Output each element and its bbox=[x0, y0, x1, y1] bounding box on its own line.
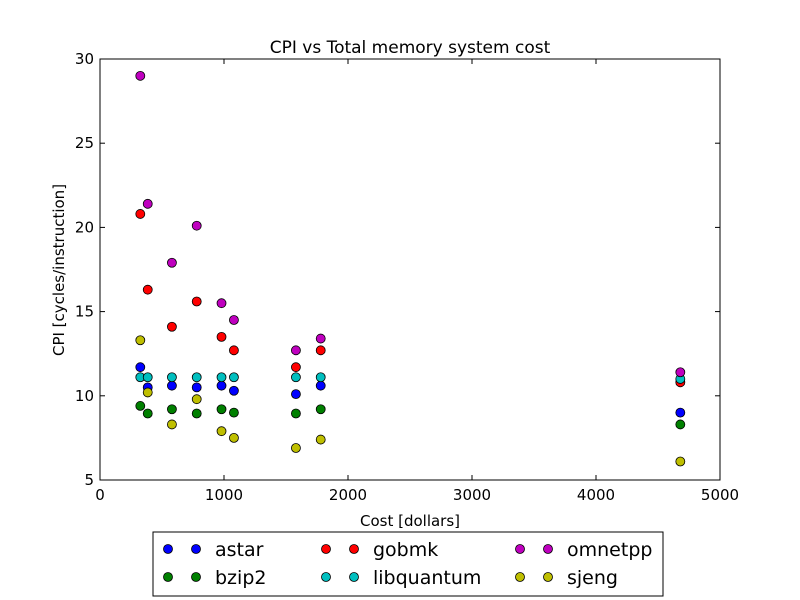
x-tick-label: 2000 bbox=[329, 486, 367, 504]
legend-marker-astar bbox=[163, 544, 173, 554]
point-sjeng bbox=[315, 434, 326, 445]
legend-marker-gobmk bbox=[349, 544, 359, 554]
y-axis-label: CPI [cycles/instruction] bbox=[50, 184, 68, 356]
point-omnetpp bbox=[167, 257, 177, 268]
x-tick-label: 5000 bbox=[701, 486, 739, 504]
point-gobmk bbox=[135, 209, 146, 219]
point-bzip2 bbox=[675, 419, 686, 430]
point-astar bbox=[191, 382, 202, 393]
point-gobmk bbox=[216, 331, 227, 342]
point-astar bbox=[229, 385, 239, 396]
point-astar bbox=[315, 380, 326, 391]
point-bzip2 bbox=[315, 404, 326, 415]
point-bzip2 bbox=[216, 404, 227, 415]
y-tick-label: 5 bbox=[84, 471, 94, 489]
legend-marker-omnetpp bbox=[543, 544, 553, 554]
y-tick-label: 15 bbox=[75, 303, 94, 321]
point-gobmk bbox=[291, 362, 301, 373]
point-bzip2 bbox=[167, 404, 177, 415]
point-sjeng bbox=[135, 335, 146, 346]
legend-label-astar: astar bbox=[215, 539, 264, 561]
point-omnetpp bbox=[216, 298, 227, 309]
legend-marker-bzip2 bbox=[163, 572, 173, 582]
point-libquantum bbox=[229, 372, 239, 383]
point-sjeng bbox=[167, 419, 177, 430]
point-gobmk bbox=[229, 345, 239, 356]
legend-label-sjeng: sjeng bbox=[567, 567, 618, 589]
point-astar bbox=[291, 389, 301, 400]
point-sjeng bbox=[675, 456, 686, 467]
point-bzip2 bbox=[291, 408, 301, 419]
y-tick-label: 10 bbox=[75, 387, 94, 405]
point-libquantum bbox=[291, 372, 301, 383]
legend-marker-astar bbox=[191, 544, 201, 554]
point-sjeng bbox=[142, 387, 153, 398]
x-tick-label: 1000 bbox=[205, 486, 243, 504]
legend-marker-bzip2 bbox=[191, 572, 201, 582]
chart-title: CPI vs Total memory system cost bbox=[270, 38, 551, 58]
legend-marker-sjeng bbox=[543, 572, 553, 582]
point-gobmk bbox=[315, 345, 326, 356]
x-tick-label: 4000 bbox=[577, 486, 615, 504]
point-omnetpp bbox=[142, 198, 153, 209]
legend-marker-omnetpp bbox=[515, 544, 525, 554]
y-tick-label: 30 bbox=[75, 50, 94, 68]
legend-marker-libquantum bbox=[349, 572, 359, 582]
y-tick-label: 20 bbox=[75, 218, 94, 236]
legend-label-libquantum: libquantum bbox=[373, 567, 481, 589]
point-bzip2 bbox=[191, 408, 202, 419]
point-astar bbox=[216, 380, 227, 391]
point-libquantum bbox=[167, 372, 177, 383]
point-libquantum bbox=[315, 372, 326, 383]
point-sjeng bbox=[291, 443, 301, 453]
point-libquantum bbox=[142, 372, 153, 383]
point-bzip2 bbox=[135, 401, 146, 411]
y-tick-label: 25 bbox=[75, 134, 94, 152]
point-omnetpp bbox=[229, 315, 239, 325]
legend-box bbox=[152, 531, 664, 597]
x-tick-label: 0 bbox=[95, 486, 105, 504]
legend: astar bzip2 gobmk libquantum omnetpp sjeng bbox=[152, 531, 664, 597]
legend-label-gobmk: gobmk bbox=[373, 539, 438, 561]
legend-marker-libquantum bbox=[321, 572, 331, 582]
data-points bbox=[135, 70, 686, 467]
point-omnetpp bbox=[191, 220, 202, 231]
point-libquantum bbox=[216, 372, 227, 383]
point-omnetpp bbox=[315, 333, 326, 344]
point-gobmk bbox=[142, 284, 153, 295]
point-astar bbox=[675, 407, 686, 418]
point-omnetpp bbox=[675, 367, 686, 378]
point-gobmk bbox=[191, 296, 202, 307]
point-sjeng bbox=[216, 426, 227, 437]
legend-marker-gobmk bbox=[321, 544, 331, 554]
point-astar bbox=[135, 362, 146, 373]
point-gobmk bbox=[167, 321, 177, 332]
axis-ticks: 0 1000 2000 3000 4000 5000 5 10 15 20 25 30 bbox=[75, 50, 739, 504]
x-tick-label: 3000 bbox=[453, 486, 491, 504]
point-sjeng bbox=[229, 432, 239, 443]
legend-marker-sjeng bbox=[515, 572, 525, 582]
x-axis-label: Cost [dollars] bbox=[360, 512, 460, 530]
legend-label-omnetpp: omnetpp bbox=[567, 539, 652, 561]
point-libquantum bbox=[191, 372, 202, 383]
point-omnetpp bbox=[135, 70, 146, 81]
point-bzip2 bbox=[142, 408, 153, 419]
point-bzip2 bbox=[229, 407, 239, 418]
legend-label-bzip2: bzip2 bbox=[215, 567, 266, 589]
point-astar bbox=[167, 380, 177, 391]
plot-area bbox=[99, 58, 721, 481]
point-omnetpp bbox=[291, 345, 301, 356]
point-sjeng bbox=[191, 394, 202, 405]
